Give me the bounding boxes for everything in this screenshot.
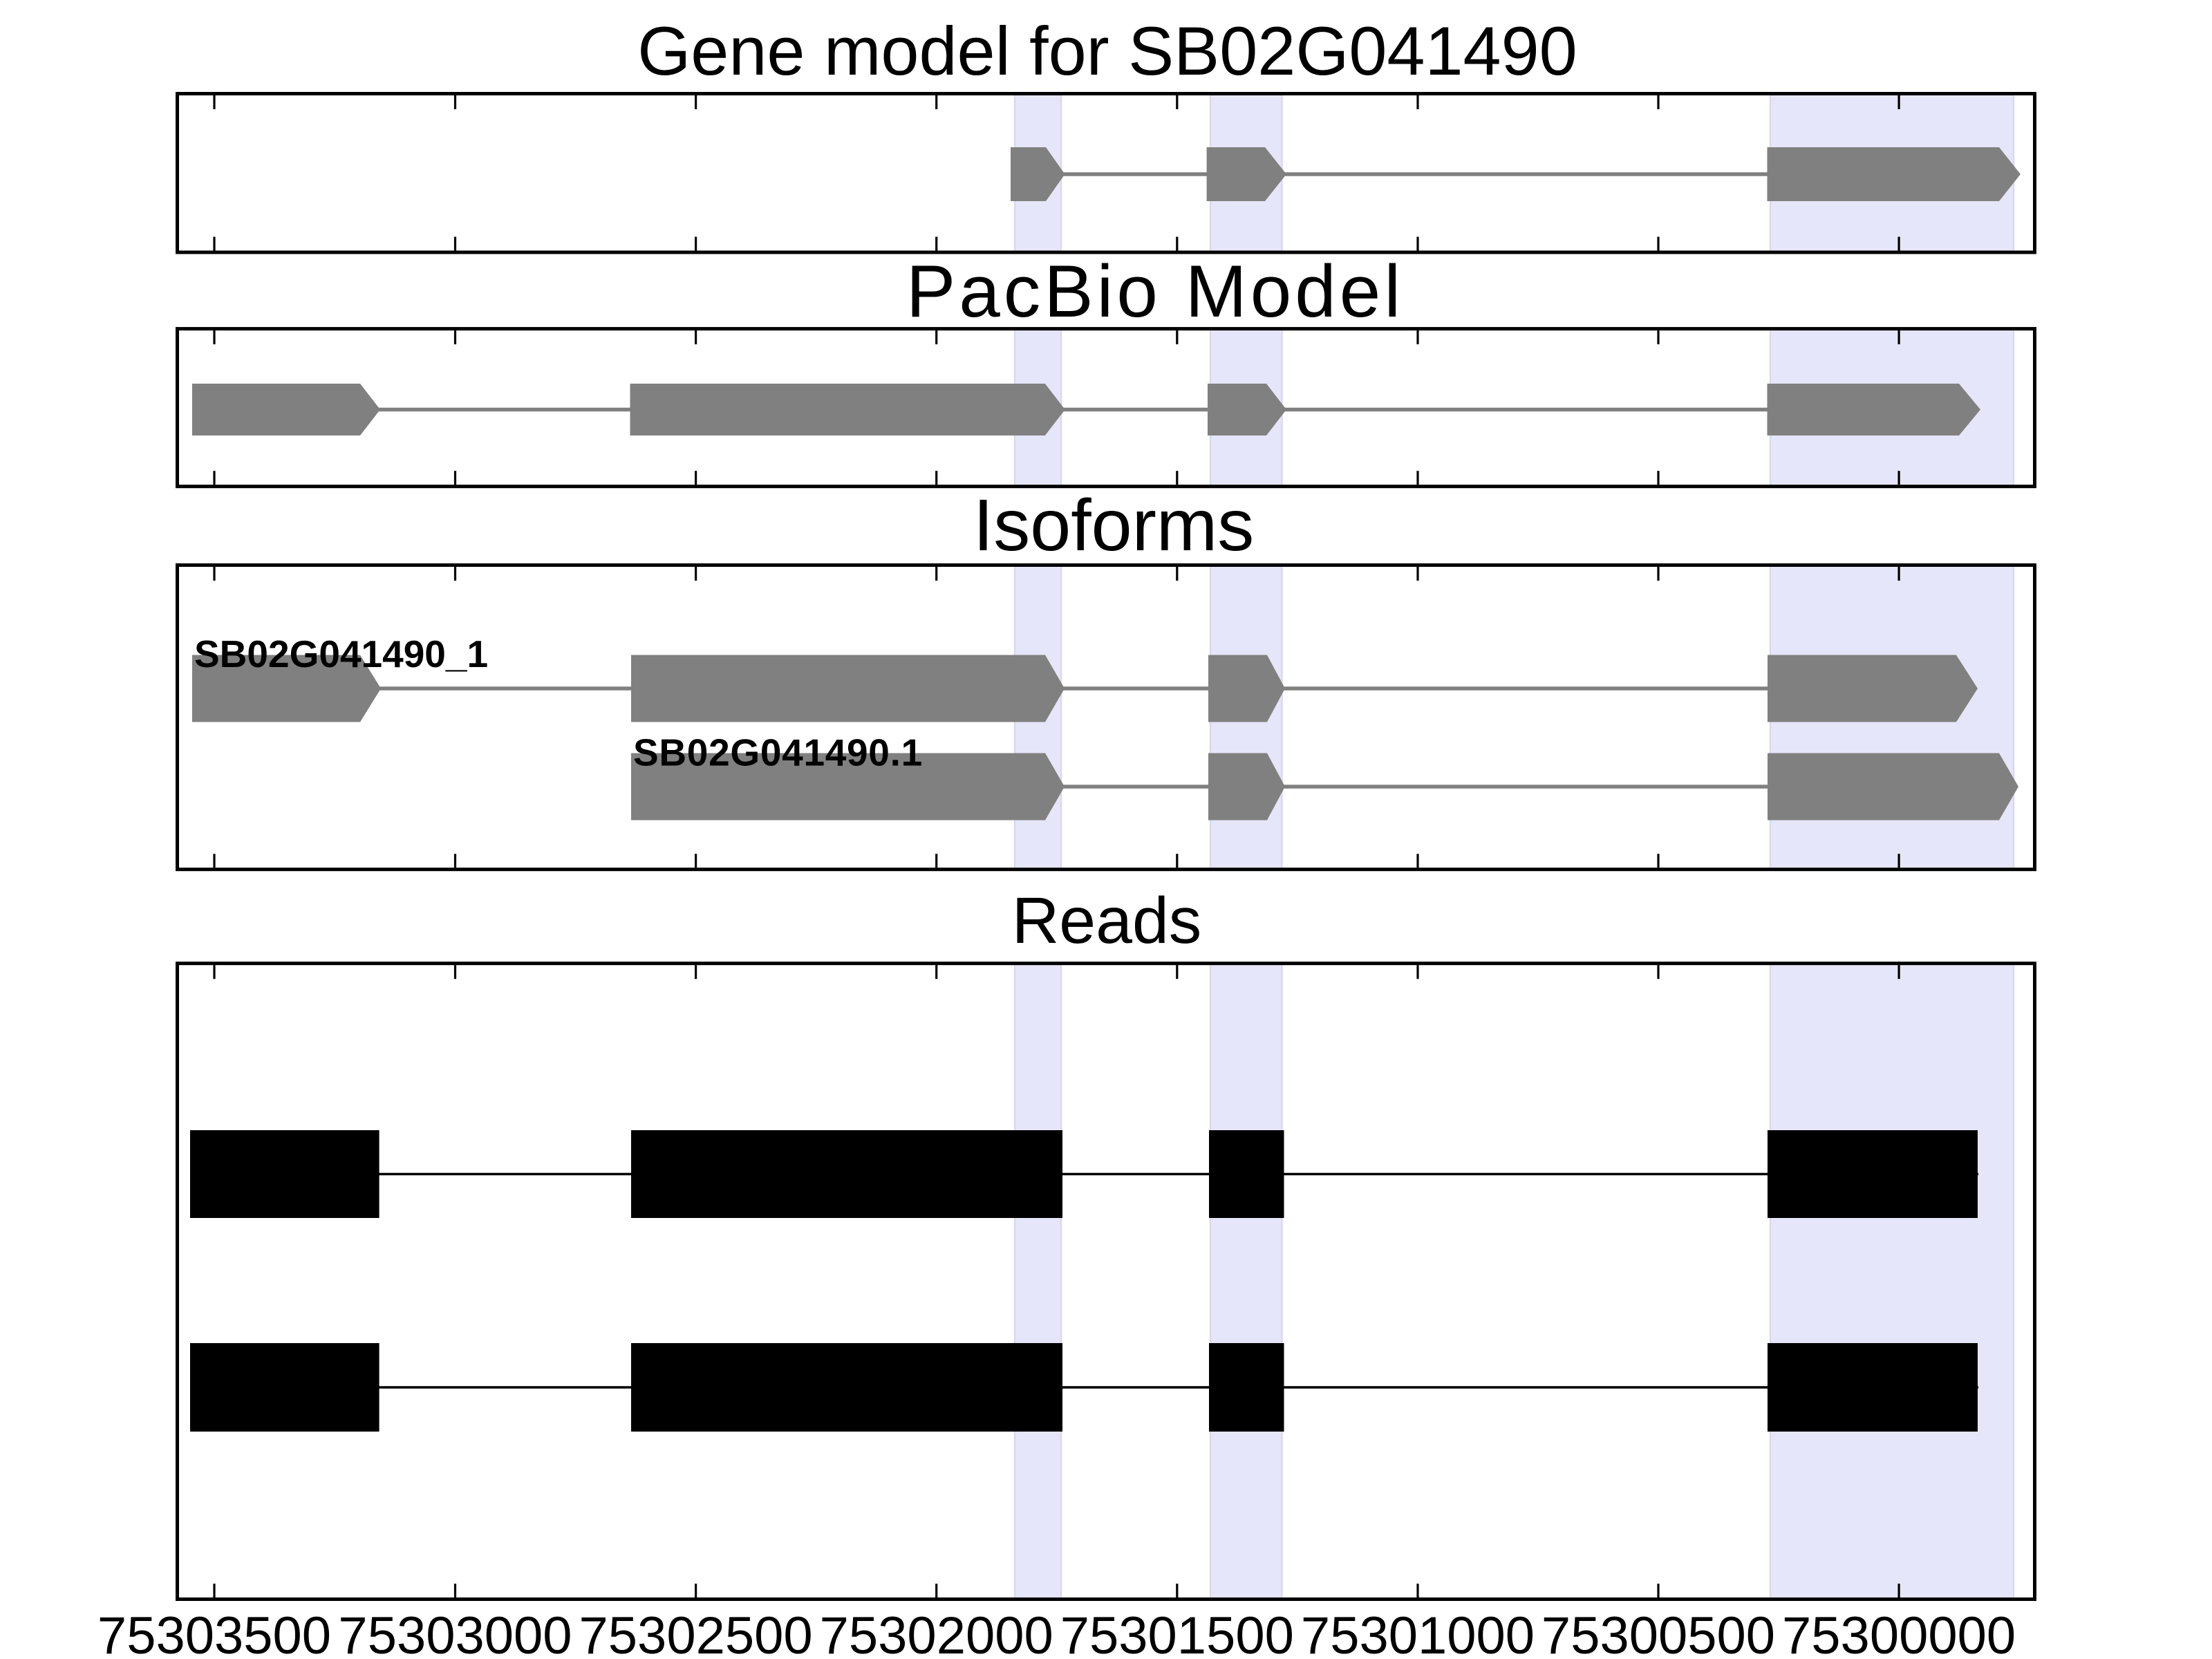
- svg-text:SB02G041490_1: SB02G041490_1: [194, 632, 488, 675]
- svg-text:75303500: 75303500: [97, 1606, 331, 1659]
- svg-text:75301500: 75301500: [1060, 1606, 1294, 1659]
- svg-text:PacBio Model: PacBio Model: [906, 250, 1404, 332]
- svg-text:75300000: 75300000: [1782, 1606, 2016, 1659]
- svg-text:Isoforms: Isoforms: [973, 485, 1254, 566]
- svg-text:75300500: 75300500: [1541, 1606, 1775, 1659]
- svg-text:75303000: 75303000: [338, 1606, 572, 1659]
- svg-text:SB02G041490.1: SB02G041490.1: [633, 731, 923, 774]
- svg-text:75301000: 75301000: [1301, 1606, 1535, 1659]
- svg-text:75302000: 75302000: [820, 1606, 1053, 1659]
- svg-text:Reads: Reads: [1012, 884, 1202, 957]
- svg-text:75302500: 75302500: [579, 1606, 813, 1659]
- svg-text:Gene model for SB02G041490: Gene model for SB02G041490: [637, 12, 1577, 89]
